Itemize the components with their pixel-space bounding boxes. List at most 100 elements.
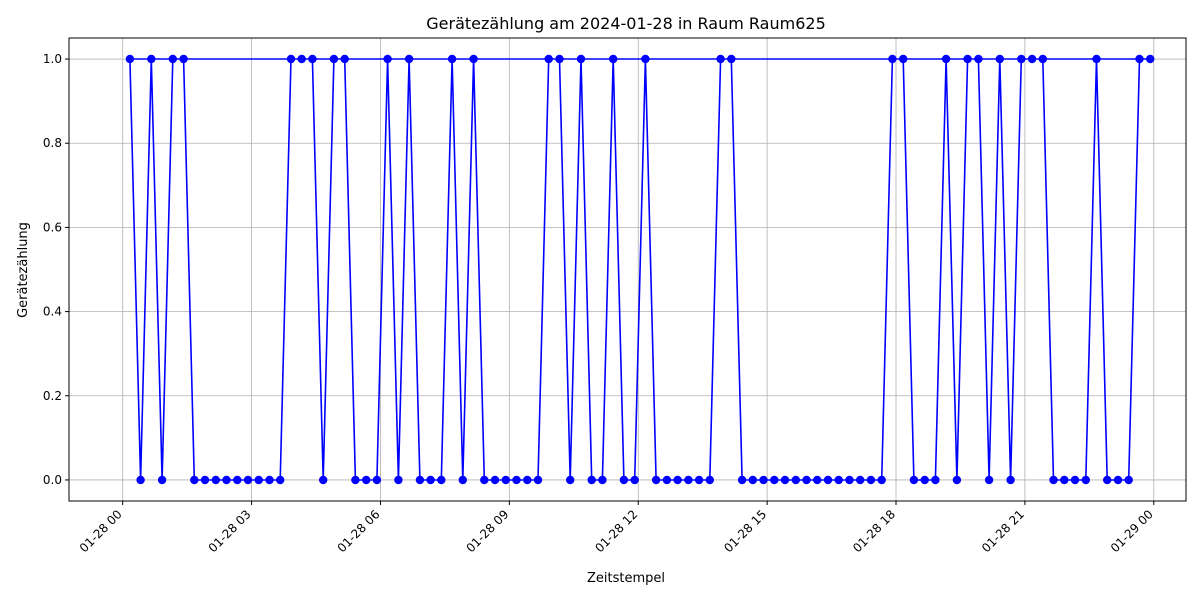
data-point	[759, 475, 768, 485]
data-point	[222, 475, 231, 485]
data-point	[1060, 475, 1069, 485]
data-point	[501, 475, 510, 485]
data-point	[394, 475, 403, 485]
data-point	[254, 475, 263, 485]
data-point	[673, 475, 682, 485]
data-point	[609, 54, 618, 64]
data-point	[931, 475, 940, 485]
data-point	[888, 54, 897, 64]
data-point	[963, 54, 972, 64]
data-point	[630, 475, 639, 485]
data-point	[619, 475, 629, 485]
data-point	[802, 475, 811, 485]
y-tick-label: 1.0	[43, 52, 62, 66]
data-point	[372, 475, 382, 485]
data-point	[770, 475, 779, 485]
data-point	[555, 54, 564, 64]
data-point	[941, 54, 951, 64]
y-tick-label: 0.2	[43, 389, 62, 403]
data-point	[1113, 475, 1123, 485]
data-point	[286, 54, 296, 64]
data-point	[834, 475, 843, 485]
data-point	[641, 54, 650, 64]
data-point	[383, 54, 392, 64]
data-point	[1135, 54, 1144, 64]
data-point	[694, 475, 704, 485]
data-point	[845, 475, 854, 485]
plot-frame	[68, 37, 1187, 502]
data-point	[437, 475, 446, 485]
data-point	[200, 475, 210, 485]
data-point	[265, 475, 274, 485]
data-point	[920, 475, 929, 485]
data-point	[1017, 54, 1026, 64]
data-point	[147, 54, 156, 64]
data-point	[576, 54, 586, 64]
data-point	[974, 54, 983, 64]
data-point	[512, 475, 521, 485]
data-point	[1070, 475, 1080, 485]
data-point	[190, 475, 199, 485]
data-point	[211, 475, 220, 485]
data-point	[705, 475, 714, 485]
data-point	[684, 475, 693, 485]
data-point	[823, 475, 833, 485]
y-tick-label: 0.8	[43, 136, 62, 150]
data-point	[716, 54, 725, 64]
data-point	[523, 475, 532, 485]
data-point	[651, 475, 661, 485]
data-point	[984, 475, 994, 485]
data-point	[490, 475, 500, 485]
data-point	[866, 475, 876, 485]
data-point	[458, 475, 467, 485]
data-series	[125, 54, 1155, 485]
y-tick-label: 0.6	[43, 220, 62, 234]
data-point	[168, 54, 177, 64]
data-point	[319, 475, 328, 485]
y-tick-label: 0.0	[43, 473, 62, 487]
data-point	[1081, 475, 1091, 485]
data-point	[415, 475, 425, 485]
data-point	[362, 475, 371, 485]
data-point	[447, 54, 457, 64]
data-point	[598, 475, 607, 485]
data-point	[566, 475, 575, 485]
data-point	[544, 54, 553, 64]
data-point	[1006, 475, 1015, 485]
data-point	[587, 475, 596, 485]
y-tick-label: 0.4	[43, 305, 62, 319]
data-point	[780, 475, 790, 485]
data-point	[1092, 54, 1101, 64]
data-point	[469, 54, 478, 64]
data-point	[480, 475, 489, 485]
data-point	[157, 475, 167, 485]
data-point	[243, 475, 253, 485]
data-point	[533, 475, 543, 485]
data-point	[1124, 475, 1133, 485]
data-point	[1049, 475, 1058, 485]
data-point	[877, 475, 886, 485]
data-point	[351, 475, 360, 485]
data-point	[340, 54, 349, 64]
data-point	[404, 54, 414, 64]
data-point	[179, 54, 188, 64]
data-point	[813, 475, 822, 485]
chart-title: Gerätezählung am 2024-01-28 in Raum Raum…	[426, 14, 826, 33]
data-point	[1146, 54, 1155, 64]
data-point	[737, 475, 747, 485]
data-point	[1103, 475, 1112, 485]
data-point	[276, 475, 285, 485]
data-point	[899, 54, 908, 64]
data-point	[125, 54, 135, 64]
y-axis-label: Gerätezählung	[16, 222, 31, 318]
data-point	[909, 475, 919, 485]
x-axis-label: Zeitstempel	[587, 571, 665, 586]
data-point	[233, 475, 242, 485]
data-point	[329, 54, 339, 64]
data-point	[791, 475, 800, 485]
data-point	[952, 475, 962, 485]
data-point	[297, 54, 306, 64]
data-point	[856, 475, 865, 485]
